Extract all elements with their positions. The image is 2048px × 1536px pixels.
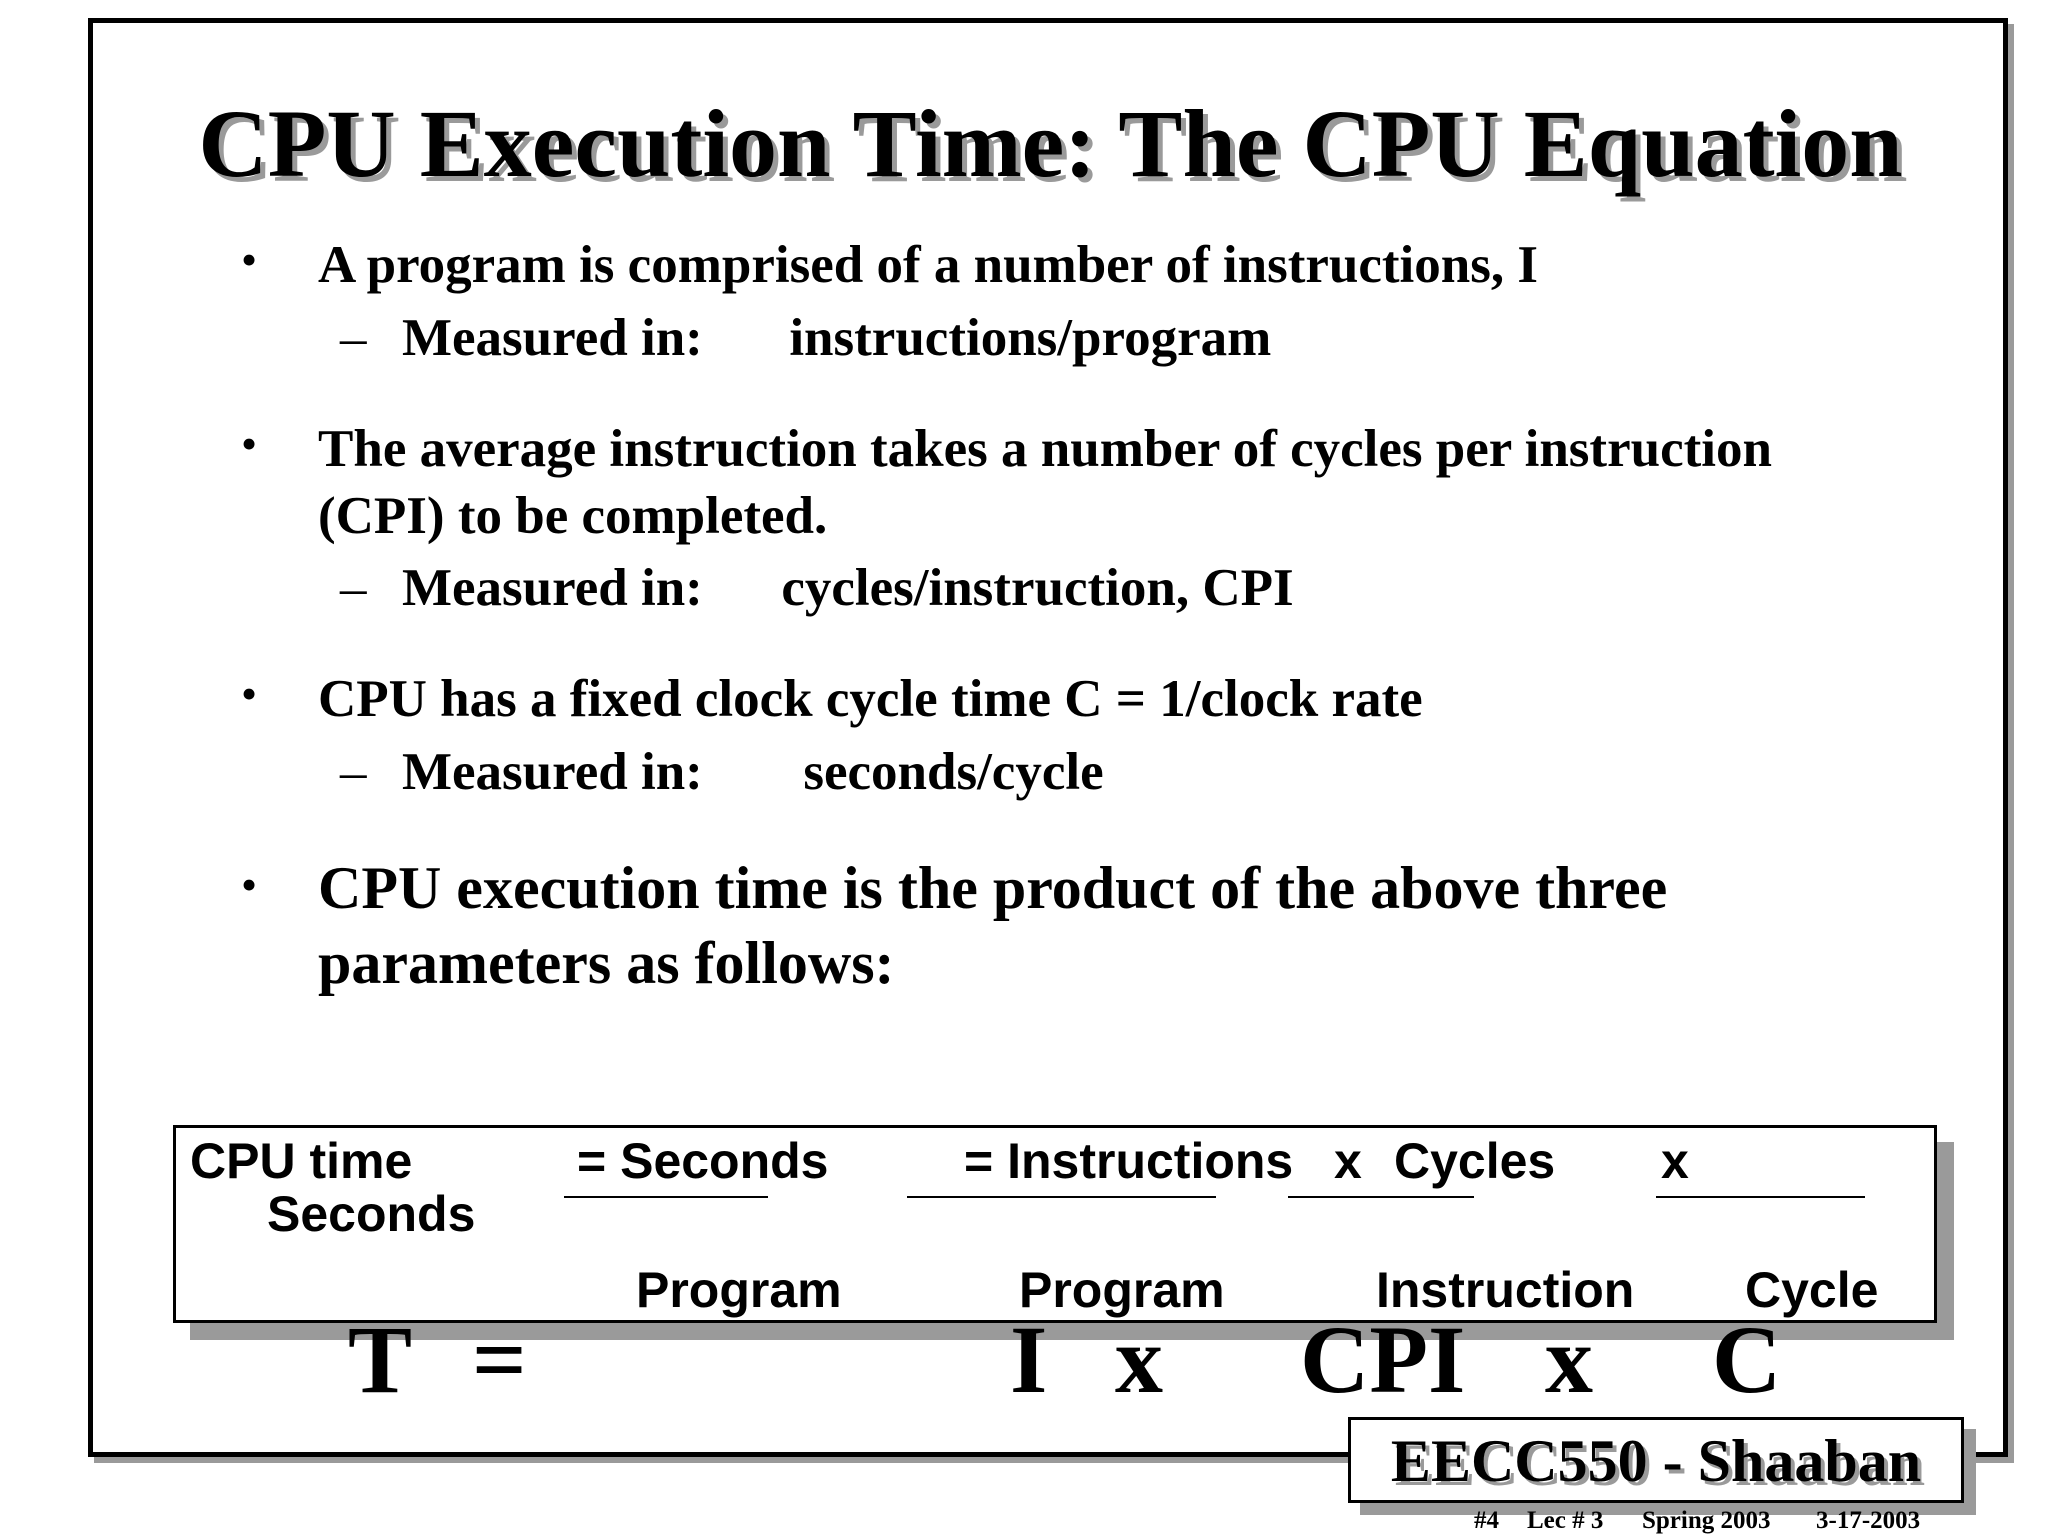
- bullet-2-line-1: The average instruction takes a number o…: [318, 420, 1772, 478]
- sub-bullet-3-label: Measured in:: [402, 743, 703, 801]
- eq-equals-instructions: = Instructions: [964, 1133, 1294, 1189]
- bullet-1: • A program is comprised of a number of …: [241, 232, 1539, 299]
- sub-bullet-2: – Measured in: cycles/instruction, CPI: [340, 555, 1294, 622]
- sub-bullet-1-value: instructions/program: [789, 309, 1272, 367]
- sub-bullet-1-label: Measured in:: [402, 309, 703, 367]
- formula-times-2: x: [1545, 1306, 1593, 1413]
- fraction-bar: [1656, 1196, 1865, 1198]
- eq-cycles: Cycles: [1394, 1133, 1556, 1189]
- eq-instruction: Instruction: [1376, 1262, 1635, 1318]
- bullet-marker: •: [241, 668, 258, 719]
- eq-program-2: Program: [1019, 1262, 1225, 1318]
- fraction-bar: [1288, 1196, 1474, 1198]
- sub-bullet-3-value: seconds/cycle: [803, 743, 1104, 801]
- bullet-marker: •: [241, 234, 258, 285]
- slide-number: #4: [1474, 1507, 1499, 1534]
- eq-cycle: Cycle: [1745, 1262, 1879, 1318]
- eq-times-1: x: [1334, 1133, 1362, 1189]
- formula-i: I: [1010, 1306, 1048, 1413]
- formula-times-1: x: [1115, 1306, 1163, 1413]
- sub-bullet-2-label: Measured in:: [402, 559, 703, 617]
- fraction-bar: [564, 1196, 768, 1198]
- bullet-4-line-2: parameters as follows:: [318, 930, 895, 996]
- bullet-marker: •: [241, 418, 258, 469]
- dash-marker: –: [340, 743, 367, 801]
- fraction-bar: [907, 1196, 1216, 1198]
- bullet-1-text: A program is comprised of a number of in…: [318, 236, 1539, 294]
- bullet-2-line-2: (CPI) to be completed.: [318, 487, 828, 545]
- semester: Spring 2003: [1642, 1507, 1771, 1534]
- lecture-number: Lec # 3: [1527, 1507, 1604, 1534]
- sub-bullet-1: – Measured in: instructions/program: [340, 305, 1272, 372]
- dash-marker: –: [340, 309, 367, 367]
- formula-cpi: CPI: [1300, 1306, 1466, 1413]
- cpu-time-equation-box: CPU time Seconds = Seconds = Instruction…: [173, 1125, 1937, 1323]
- slide-title: CPU Execution Time: The CPU Equation: [198, 90, 1903, 197]
- slide-date: 3-17-2003: [1816, 1507, 1921, 1534]
- sub-bullet-3: – Measured in: seconds/cycle: [340, 739, 1104, 806]
- formula-equals: =: [472, 1306, 527, 1413]
- course-footer-box: EECC550 - Shaaban: [1348, 1417, 1964, 1503]
- bullet-3: • CPU has a fixed clock cycle time C = 1…: [241, 666, 1423, 733]
- bullet-4: • CPU execution time is the product of t…: [241, 851, 1668, 1001]
- bullet-4-line-1: CPU execution time is the product of the…: [318, 855, 1668, 921]
- eq-cpu-time: CPU time: [190, 1133, 413, 1189]
- formula-c: C: [1712, 1306, 1782, 1413]
- dash-marker: –: [340, 559, 367, 617]
- sub-bullet-2-value: cycles/instruction, CPI: [781, 559, 1294, 617]
- bullet-marker: •: [241, 859, 258, 910]
- eq-seconds-left: Seconds: [267, 1186, 476, 1242]
- eq-equals-seconds: = Seconds: [577, 1133, 829, 1189]
- formula-t: T: [348, 1306, 413, 1413]
- bullet-2: • The average instruction takes a number…: [241, 416, 1772, 550]
- eq-times-2: x: [1661, 1133, 1689, 1189]
- bullet-3-text: CPU has a fixed clock cycle time C = 1/c…: [318, 670, 1423, 728]
- eq-program-1: Program: [636, 1262, 842, 1318]
- course-footer-label: EECC550 - Shaaban: [1390, 1428, 1922, 1494]
